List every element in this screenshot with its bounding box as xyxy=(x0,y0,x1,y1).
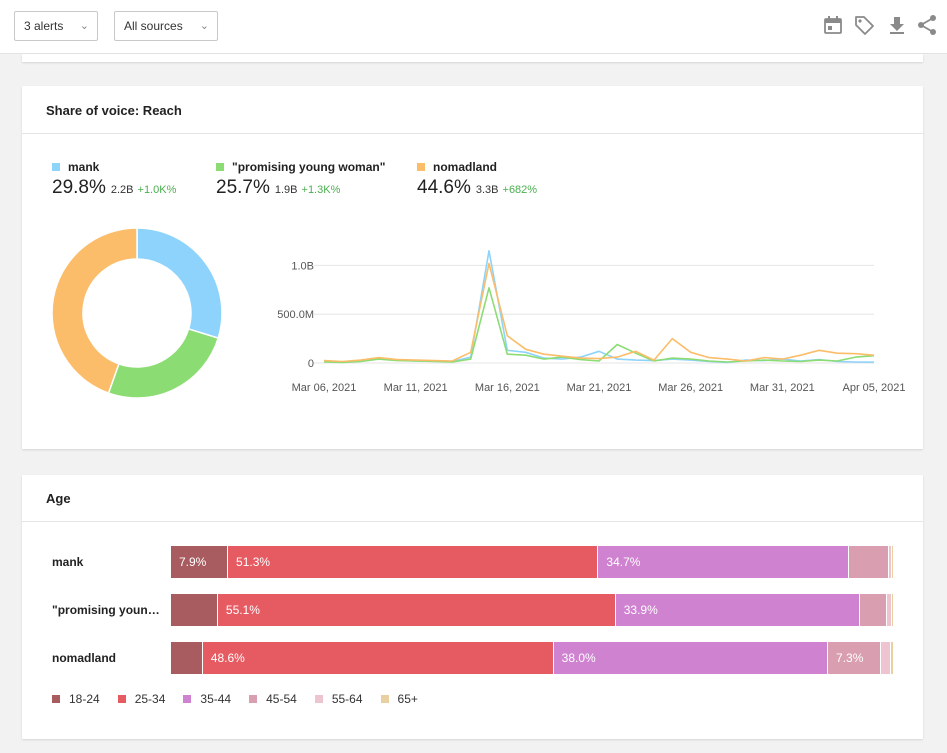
series-summary-mank[interactable]: mank 29.8% 2.2B +1.0K% xyxy=(52,160,176,199)
series-reach: 1.9B xyxy=(274,184,298,196)
x-tick-label: Apr 05, 2021 xyxy=(843,382,906,394)
age-row-label: "promising youn… xyxy=(52,603,160,617)
series-delta: +1.0K% xyxy=(137,184,177,196)
age-segment-35-44[interactable]: 34.7% xyxy=(598,546,849,578)
age-segment-18-24[interactable] xyxy=(171,642,203,674)
age-segment-55-64[interactable] xyxy=(889,546,892,578)
age-card: Age mank 7.9% 51.3% 34.7% "promising youn…… xyxy=(22,475,923,739)
x-tick-label: Mar 06, 2021 xyxy=(292,382,357,394)
legend-label: 45-54 xyxy=(266,692,297,706)
age-stacked-bar-promising-young-woman: 55.1% 33.9% xyxy=(171,594,893,626)
chevron-down-icon: ⌄ xyxy=(79,20,89,32)
legend-swatch xyxy=(380,695,389,703)
previous-card xyxy=(22,54,923,62)
legend-swatch xyxy=(117,695,126,703)
age-segment-65+[interactable] xyxy=(891,594,893,626)
donut-slice-2[interactable] xyxy=(52,228,138,395)
legend-swatch xyxy=(52,695,60,703)
age-segment-25-34[interactable]: 55.1% xyxy=(217,594,616,626)
age-legend-item[interactable]: 45-54 xyxy=(249,692,297,706)
series-summary-nomadland[interactable]: nomadland 44.6% 3.3B +682% xyxy=(417,160,537,199)
age-segment-25-34[interactable]: 48.6% xyxy=(202,642,554,674)
legend-swatch xyxy=(249,695,258,703)
age-segment-65+[interactable] xyxy=(890,642,893,674)
x-tick-label: Mar 26, 2021 xyxy=(658,382,723,394)
age-legend-item[interactable]: 35-44 xyxy=(183,692,231,706)
series-name: "promising young woman" xyxy=(232,160,386,174)
legend-swatch xyxy=(183,695,192,703)
sources-dropdown-value: All sources xyxy=(124,19,183,33)
legend-label: 18-24 xyxy=(69,692,100,706)
age-segment-45-54[interactable]: 7.3% xyxy=(828,642,881,674)
age-legend-item[interactable]: 18-24 xyxy=(52,692,100,706)
y-tick-label: 1.0B xyxy=(291,260,314,272)
series-delta: +682% xyxy=(502,184,538,196)
age-row-label: mank xyxy=(52,555,84,569)
y-tick-label: 500.0M xyxy=(277,309,314,321)
legend-swatch xyxy=(417,163,425,171)
share-icon[interactable] xyxy=(916,14,938,36)
series-percent: 25.7% xyxy=(216,177,270,198)
series-percent: 29.8% xyxy=(52,177,106,198)
series-line-0[interactable] xyxy=(323,250,875,364)
age-segment-55-64[interactable] xyxy=(880,642,891,674)
series-reach: 2.2B xyxy=(110,184,134,196)
age-segment-45-54[interactable] xyxy=(848,546,890,578)
age-legend-item[interactable]: 55-64 xyxy=(314,692,363,706)
age-stacked-bar-mank: 7.9% 51.3% 34.7% xyxy=(171,546,893,578)
legend-label: 35-44 xyxy=(200,692,232,706)
age-segment-25-34[interactable]: 51.3% xyxy=(228,546,599,578)
divider xyxy=(22,521,923,522)
age-row-label: nomadland xyxy=(52,651,117,665)
download-icon[interactable] xyxy=(886,14,908,36)
age-legend-item[interactable]: 65+ xyxy=(380,692,418,706)
calendar-icon[interactable] xyxy=(822,14,844,36)
y-tick-label: 0 xyxy=(308,358,314,370)
legend-label: 55-64 xyxy=(331,692,363,706)
alerts-dropdown[interactable]: 3 alerts ⌄ xyxy=(14,11,98,41)
x-tick-label: Mar 16, 2021 xyxy=(475,382,540,394)
card-title: Age xyxy=(46,491,71,506)
x-tick-label: Mar 21, 2021 xyxy=(567,382,632,394)
age-segment-18-24[interactable] xyxy=(171,594,218,626)
x-tick-label: Mar 11, 2021 xyxy=(384,382,448,394)
legend-swatch xyxy=(216,163,224,171)
sources-dropdown[interactable]: All sources ⌄ xyxy=(114,11,218,41)
age-legend: 18-24 25-34 35-44 45-54 55-64 65+ xyxy=(52,692,436,706)
age-segment-35-44[interactable]: 38.0% xyxy=(553,642,829,674)
series-name: nomadland xyxy=(433,160,498,174)
share-of-voice-reach-card: Share of voice: Reach mank 29.8% 2.2B +1… xyxy=(22,86,923,449)
donut-slice-1[interactable] xyxy=(107,328,220,398)
card-title: Share of voice: Reach xyxy=(46,103,182,118)
series-percent: 44.6% xyxy=(417,177,471,198)
age-segment-18-24[interactable]: 7.9% xyxy=(171,546,229,578)
reach-donut-chart xyxy=(52,228,222,398)
age-segment-65+[interactable] xyxy=(891,546,893,578)
series-line-2[interactable] xyxy=(323,262,875,363)
series-summary-promising-young-woman[interactable]: "promising young woman" 25.7% 1.9B +1.3K… xyxy=(216,160,385,199)
x-tick-label: Mar 31, 2021 xyxy=(750,382,815,394)
legend-label: 65+ xyxy=(397,692,418,706)
legend-swatch xyxy=(314,695,323,703)
top-toolbar: 3 alerts ⌄ All sources ⌄ xyxy=(0,0,947,54)
series-name: mank xyxy=(68,160,100,174)
series-delta: +1.3K% xyxy=(301,184,341,196)
chevron-down-icon: ⌄ xyxy=(199,20,209,32)
age-stacked-bar-nomadland: 48.6% 38.0% 7.3% xyxy=(171,642,893,674)
divider xyxy=(22,133,923,134)
reach-line-chart: 0 500.0M 1.0B Mar 06, 2021 Mar 11, 2021 Mar 1… xyxy=(277,250,906,394)
age-legend-item[interactable]: 25-34 xyxy=(117,692,166,706)
tag-icon[interactable] xyxy=(853,14,875,36)
legend-swatch xyxy=(52,163,60,171)
legend-label: 25-34 xyxy=(134,692,166,706)
donut-slice-0[interactable] xyxy=(136,228,222,340)
age-segment-55-64[interactable] xyxy=(887,594,892,626)
age-segment-45-54[interactable] xyxy=(860,594,888,626)
alerts-dropdown-value: 3 alerts xyxy=(24,19,64,33)
series-reach: 3.3B xyxy=(475,184,499,196)
series-line-1[interactable] xyxy=(323,286,875,364)
age-segment-35-44[interactable]: 33.9% xyxy=(615,594,861,626)
